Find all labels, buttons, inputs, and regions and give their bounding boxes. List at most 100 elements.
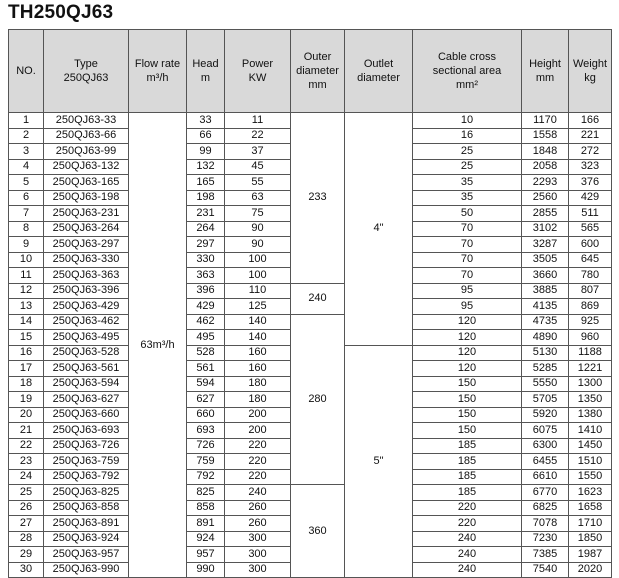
cell-cable-area: 150 (412, 422, 522, 439)
table-row: 18 250QJ63-594 594 180 150 5550 1300 (8, 375, 612, 392)
cell-weight: 1550 (568, 468, 612, 485)
cell-weight: 166 (568, 112, 612, 129)
cell-type: 250QJ63-759 (43, 453, 129, 470)
cell-cable-area: 220 (412, 499, 522, 516)
cell-no: 1 (8, 112, 44, 129)
table-row: 22 250QJ63-726 726 220 185 6300 1450 (8, 437, 612, 454)
cell-height: 1170 (521, 112, 569, 129)
cell-weight: 925 (568, 313, 612, 330)
cell-weight: 565 (568, 220, 612, 237)
cell-no: 7 (8, 205, 44, 222)
cell-head: 231 (186, 205, 225, 222)
cell-height: 3287 (521, 236, 569, 253)
header-type: Type 250QJ63 (43, 29, 129, 113)
cell-outer-diameter: 233 (290, 112, 345, 284)
cell-power: 90 (224, 236, 291, 253)
cell-cable-area: 120 (412, 313, 522, 330)
cell-weight: 376 (568, 174, 612, 191)
cell-type: 250QJ63-891 (43, 515, 129, 532)
cell-head: 264 (186, 220, 225, 237)
cell-height: 5550 (521, 375, 569, 392)
header-cable-area: Cable cross sectional area mm² (412, 29, 522, 113)
cell-height: 3505 (521, 251, 569, 268)
table-row: 16 250QJ63-528 528 160 5" 120 5130 1188 (8, 344, 612, 578)
cell-power: 37 (224, 143, 291, 160)
cell-power: 180 (224, 375, 291, 392)
table-row: 12 250QJ63-396 396 110 240 95 3885 807 (8, 282, 612, 315)
document-title: TH250QJ63 (8, 2, 114, 23)
cell-cable-area: 70 (412, 267, 522, 284)
cell-weight: 429 (568, 189, 612, 206)
cell-power: 220 (224, 437, 291, 454)
cell-weight: 600 (568, 236, 612, 253)
cell-head: 693 (186, 422, 225, 439)
cell-type: 250QJ63-396 (43, 282, 129, 299)
cell-head: 66 (186, 127, 225, 144)
cell-power: 160 (224, 360, 291, 377)
cell-head: 594 (186, 375, 225, 392)
cell-no: 9 (8, 236, 44, 253)
cell-type: 250QJ63-660 (43, 406, 129, 423)
cell-head: 759 (186, 453, 225, 470)
cell-type: 250QJ63-264 (43, 220, 129, 237)
cell-no: 13 (8, 298, 44, 315)
cell-head: 132 (186, 158, 225, 175)
table-body: 1 250QJ63-33 63m³/h 33 11 233 4" 10 1170 166 2 250Q… (8, 112, 612, 578)
cell-height: 7078 (521, 515, 569, 532)
cell-type: 250QJ63-198 (43, 189, 129, 206)
cell-head: 495 (186, 329, 225, 346)
cell-power: 180 (224, 391, 291, 408)
table-row: 21 250QJ63-693 693 200 150 6075 1410 (8, 422, 612, 439)
cell-flow-rate: 63m³/h (128, 112, 187, 578)
cell-power: 300 (224, 561, 291, 578)
cell-weight: 1188 (568, 344, 612, 361)
cell-height: 3660 (521, 267, 569, 284)
cell-cable-area: 220 (412, 515, 522, 532)
cell-power: 260 (224, 499, 291, 516)
cell-weight: 1658 (568, 499, 612, 516)
header-weight: Weight kg (568, 29, 612, 113)
cell-no: 25 (8, 484, 44, 501)
cell-no: 30 (8, 561, 44, 578)
cell-height: 6825 (521, 499, 569, 516)
cell-no: 22 (8, 437, 44, 454)
cell-no: 2 (8, 127, 44, 144)
cell-cable-area: 150 (412, 375, 522, 392)
cell-power: 240 (224, 484, 291, 501)
cell-outer-diameter: 280 (290, 313, 345, 485)
cell-power: 220 (224, 453, 291, 470)
cell-head: 462 (186, 313, 225, 330)
table-row: 4 250QJ63-132 132 45 25 2058 323 (8, 158, 612, 175)
cell-type: 250QJ63-924 (43, 530, 129, 547)
cell-height: 5285 (521, 360, 569, 377)
cell-head: 33 (186, 112, 225, 129)
cell-head: 726 (186, 437, 225, 454)
cell-head: 396 (186, 282, 225, 299)
table-row: 26 250QJ63-858 858 260 220 6825 1658 (8, 499, 612, 516)
header-head: Head m (186, 29, 225, 113)
cell-height: 6075 (521, 422, 569, 439)
cell-weight: 1710 (568, 515, 612, 532)
cell-type: 250QJ63-528 (43, 344, 129, 361)
cell-weight: 869 (568, 298, 612, 315)
cell-weight: 1623 (568, 484, 612, 501)
cell-no: 11 (8, 267, 44, 284)
table-row: 23 250QJ63-759 759 220 185 6455 1510 (8, 453, 612, 470)
cell-head: 429 (186, 298, 225, 315)
table-row: 1 250QJ63-33 63m³/h 33 11 233 4" 10 1170 166 (8, 112, 612, 578)
cell-weight: 221 (568, 127, 612, 144)
cell-no: 14 (8, 313, 44, 330)
cell-head: 198 (186, 189, 225, 206)
cell-weight: 1850 (568, 530, 612, 547)
cell-no: 17 (8, 360, 44, 377)
cell-outer-diameter: 240 (290, 282, 345, 315)
cell-weight: 807 (568, 282, 612, 299)
cell-head: 99 (186, 143, 225, 160)
cell-height: 3102 (521, 220, 569, 237)
cell-power: 140 (224, 329, 291, 346)
cell-cable-area: 185 (412, 453, 522, 470)
cell-type: 250QJ63-693 (43, 422, 129, 439)
cell-power: 22 (224, 127, 291, 144)
cell-no: 23 (8, 453, 44, 470)
cell-head: 528 (186, 344, 225, 361)
